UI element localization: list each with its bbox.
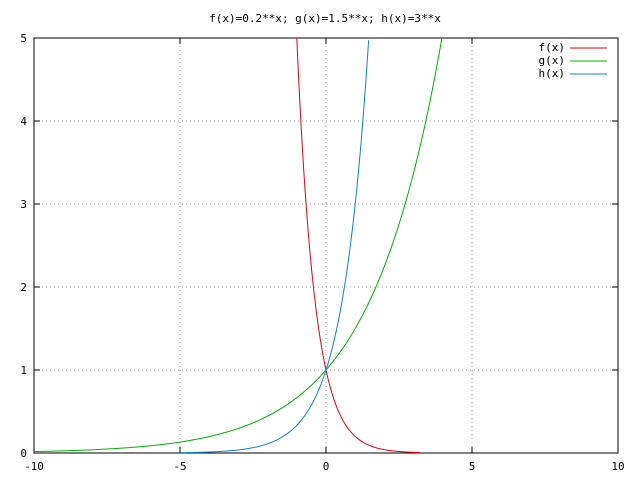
legend-label-f: f(x)	[539, 41, 566, 54]
series-lines	[33, 37, 443, 454]
y-tick-label: 4	[20, 115, 27, 128]
y-tick-label: 2	[20, 281, 27, 294]
y-tick-label: 0	[20, 447, 27, 460]
y-tick-label: 3	[20, 198, 27, 211]
x-tick-label: 5	[469, 460, 476, 473]
legend-label-g: g(x)	[539, 54, 566, 67]
grid	[34, 38, 618, 453]
legend-label-h: h(x)	[539, 67, 566, 80]
axis-ticks	[33, 37, 619, 454]
tick-labels: -10 -5 0 5 10 0 1 2 3 4 5	[20, 32, 624, 473]
x-tick-label: -10	[24, 460, 44, 473]
y-tick-label: 5	[20, 32, 27, 45]
chart-title: f(x)=0.2**x; g(x)=1.5**x; h(x)=3**x	[209, 12, 441, 25]
x-tick-label: 0	[323, 460, 330, 473]
x-tick-label: -5	[173, 460, 186, 473]
y-tick-label: 1	[20, 364, 27, 377]
x-tick-label: 10	[611, 460, 624, 473]
series-line-h	[179, 40, 370, 454]
series-line-f	[296, 37, 420, 454]
legend: f(x) g(x) h(x)	[539, 41, 607, 80]
series-line-g	[33, 37, 443, 453]
